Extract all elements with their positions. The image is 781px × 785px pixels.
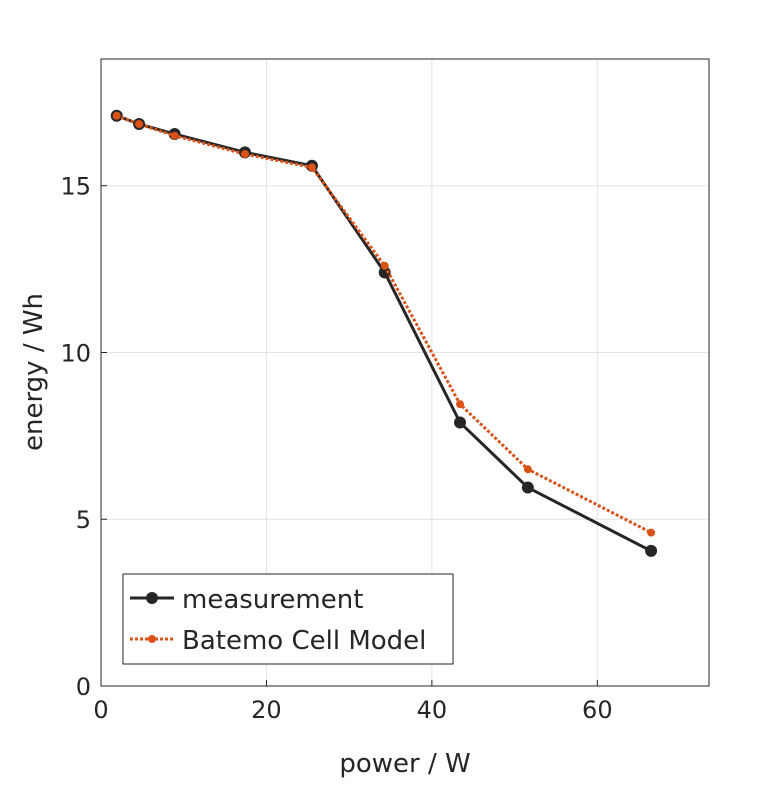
y-tick-label: 10 [60,339,91,367]
y-axis-label: energy / Wh [19,293,49,451]
data-point-1 [380,261,389,270]
data-point-1 [170,131,179,140]
series-line-0 [116,114,652,553]
plot-frame [100,58,710,687]
y-tick-label: 0 [76,673,91,701]
series-line-1 [116,114,652,534]
data-point-1 [647,528,656,537]
y-tick-label: 15 [60,173,91,201]
legend-label-model: Batemo Cell Model [182,626,426,656]
data-point-0 [378,266,391,279]
y-tick-label: 5 [76,506,91,534]
x-tick-label: 20 [251,696,282,724]
legend-box [122,573,454,665]
data-point-0 [645,544,658,557]
x-tick-label: 40 [417,696,448,724]
legend-marker-model [148,635,156,643]
tick-layer: 0 20 40 60 0 5 10 15 [60,173,612,724]
data-point-1 [240,150,249,159]
legend: measurement Batemo Cell Model [122,573,454,665]
legend-marker-measurement [146,592,158,604]
data-point-0 [521,481,534,494]
x-tick-label: 0 [93,696,108,724]
data-point-0 [454,416,467,429]
legend-label-measurement: measurement [182,585,363,615]
series-layer [110,109,658,557]
data-point-1 [456,400,465,409]
data-point-1 [523,465,532,474]
data-point-1 [112,111,121,120]
data-point-1 [307,163,316,172]
data-point-1 [135,120,144,129]
x-axis-label: power / W [339,749,470,779]
x-tick-label: 60 [582,696,613,724]
